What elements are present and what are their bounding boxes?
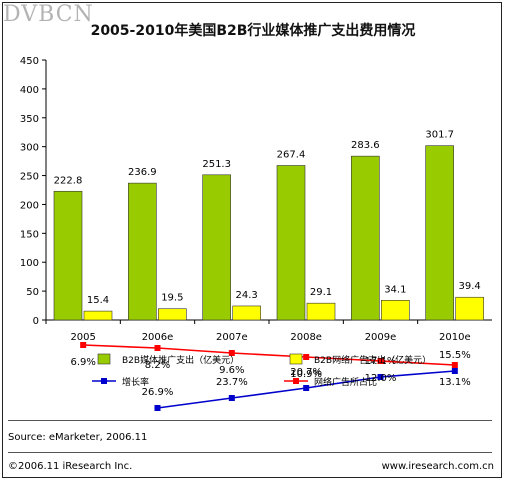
growth-rate-label: 23.7% xyxy=(216,377,248,388)
growth-rate-marker xyxy=(377,374,384,380)
copyright-text: ©2006.11 iResearch Inc. xyxy=(8,461,133,472)
growth-rate-label: 20.7% xyxy=(290,367,322,378)
website-link[interactable]: www.iresearch.com.cn xyxy=(381,461,494,472)
online-share-label: 10.9% xyxy=(290,369,322,380)
bar-b2b-online-label: 24.3 xyxy=(236,290,258,301)
source-note: Source: eMarketer, 2006.11 xyxy=(8,432,148,443)
growth-rate-label: 15.5% xyxy=(439,350,471,361)
bar-b2b-media xyxy=(351,155,380,321)
legend-growth-rate-text: 增长率 xyxy=(122,376,149,388)
bar-b2b-media xyxy=(202,174,231,321)
bar-b2b-online-label: 29.1 xyxy=(310,287,332,298)
bar-b2b-media-label: 301.7 xyxy=(425,130,454,141)
chart-title: 2005-2010年美国B2B行业媒体推广支出费用情况 xyxy=(90,23,416,39)
online-share-marker xyxy=(451,362,458,368)
online-share-marker xyxy=(154,345,161,351)
online-share-label: 9.6% xyxy=(219,365,244,376)
y-tick-label: 200 xyxy=(20,200,39,211)
growth-rate-marker xyxy=(154,405,161,411)
online-share-marker xyxy=(377,358,384,364)
bar-b2b-online xyxy=(83,310,113,321)
legend-b2b-media-text: B2B媒体推广支出（亿美元） xyxy=(122,354,239,366)
bar-b2b-media-label: 267.4 xyxy=(277,150,306,161)
x-tick-label: 2007e xyxy=(216,332,248,343)
y-tick-label: 450 xyxy=(20,56,39,67)
bar-b2b-online xyxy=(306,302,336,321)
x-tick-label: 2006e xyxy=(142,332,174,343)
online-share-marker xyxy=(80,342,87,348)
x-tick-label: 2010e xyxy=(439,332,471,343)
bar-b2b-media-label: 283.6 xyxy=(351,140,380,151)
bar-b2b-online xyxy=(158,308,187,321)
bar-b2b-media xyxy=(425,145,454,321)
legend-b2b-media-swatch xyxy=(97,353,111,365)
y-tick-label: 250 xyxy=(20,172,39,183)
bar-b2b-online-label: 34.1 xyxy=(384,284,406,295)
footer-divider-top xyxy=(8,420,492,421)
online-share-marker xyxy=(303,354,310,360)
legend-b2b-online-text: B2B网络广告支出（亿美元） xyxy=(314,354,431,366)
y-tick-label: 50 xyxy=(26,287,39,298)
y-tick-label: 150 xyxy=(20,229,39,240)
online-share-label: 8.2% xyxy=(145,360,170,371)
legend-online-share-text: 网络广告所占比 xyxy=(314,376,377,388)
bar-b2b-online xyxy=(381,299,410,321)
growth-rate-marker xyxy=(303,385,310,391)
bar-b2b-media-label: 251.3 xyxy=(202,159,231,170)
growth-rate-marker xyxy=(228,395,235,401)
footer-divider-bottom xyxy=(8,452,492,453)
online-share-marker xyxy=(228,350,235,356)
growth-rate-marker xyxy=(451,368,458,374)
bar-b2b-online xyxy=(232,305,261,321)
bar-b2b-media xyxy=(276,165,306,321)
y-tick-label: 0 xyxy=(33,316,39,327)
x-tick-label: 2009e xyxy=(365,332,397,343)
x-tick-label: 2005 xyxy=(70,332,95,343)
bar-b2b-online-label: 15.4 xyxy=(87,295,109,306)
online-share-label: 6.9% xyxy=(70,357,95,368)
bar-b2b-media-label: 222.8 xyxy=(54,175,83,186)
legend-online-share-swatch-marker xyxy=(293,378,299,384)
online-share-label: 13.1% xyxy=(439,377,471,388)
bar-b2b-online-label: 19.5 xyxy=(161,293,183,304)
y-tick-label: 100 xyxy=(20,258,39,269)
chart-frame xyxy=(2,2,502,478)
y-tick-label: 300 xyxy=(20,143,39,154)
online-share-label: 12.0% xyxy=(365,373,397,384)
x-tick-label: 2008e xyxy=(290,332,322,343)
growth-rate-label: 26.9% xyxy=(142,387,174,398)
bar-b2b-media xyxy=(128,182,157,321)
watermark: DVBCN xyxy=(3,2,94,27)
bar-b2b-media xyxy=(53,190,83,321)
bar-b2b-online-label: 39.4 xyxy=(459,281,481,292)
bar-b2b-media-label: 236.9 xyxy=(128,167,157,178)
y-tick-label: 350 xyxy=(20,114,39,125)
online-share-line xyxy=(83,344,455,366)
legend-b2b-online-swatch xyxy=(289,353,303,365)
legend-growth-rate-swatch-marker xyxy=(101,378,107,384)
bar-b2b-online xyxy=(455,296,484,321)
y-tick-label: 400 xyxy=(20,85,39,96)
